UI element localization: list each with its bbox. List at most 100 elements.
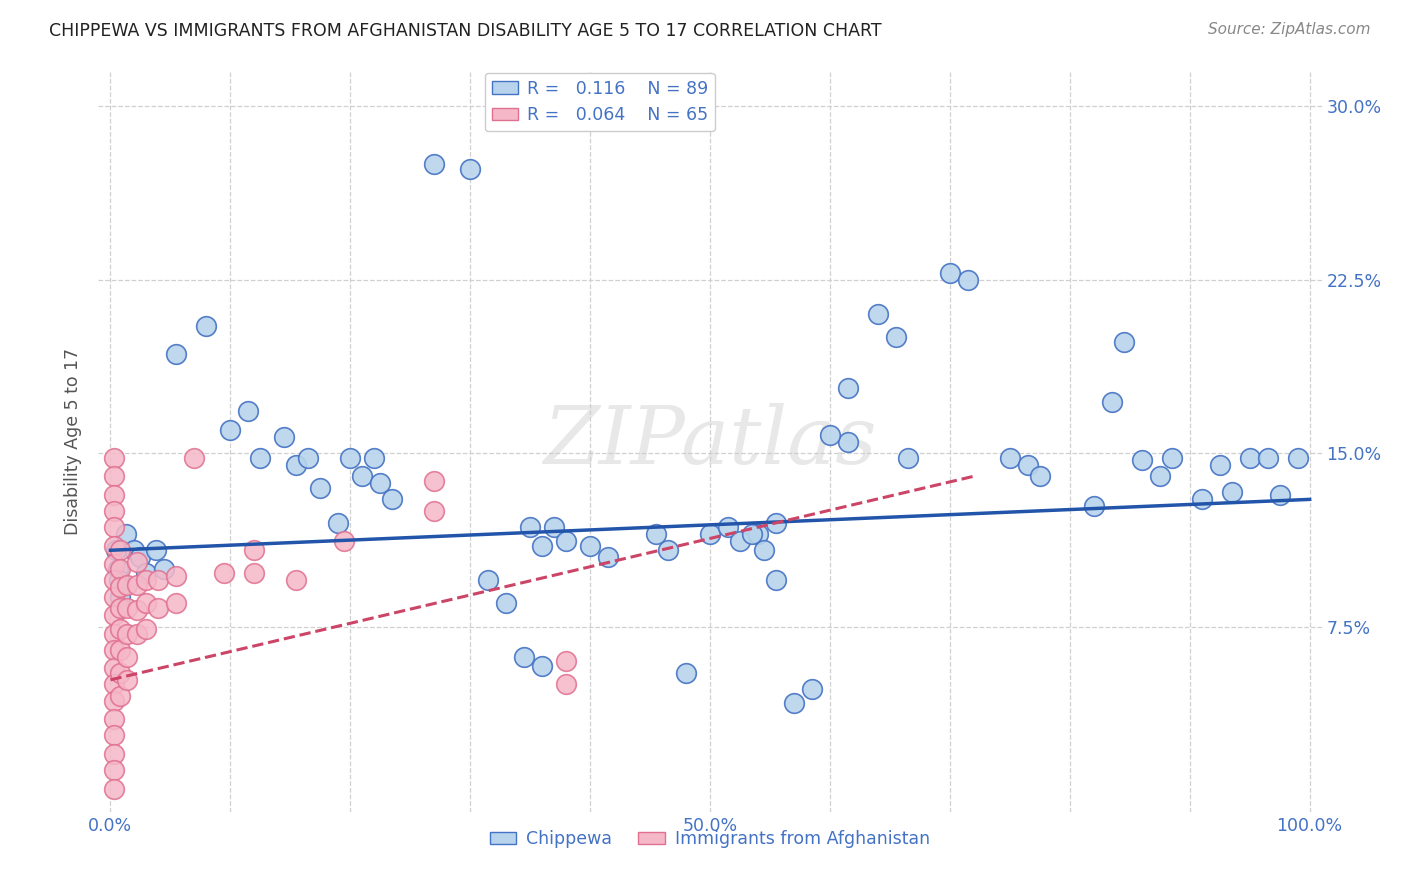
Point: [238, 404, 260, 418]
Point: [103, 747, 125, 761]
Point: [243, 566, 266, 581]
Point: [103, 488, 125, 502]
Point: [103, 642, 125, 657]
Point: [165, 597, 187, 611]
Point: [105, 543, 128, 558]
Point: [145, 543, 167, 558]
Point: [135, 622, 157, 636]
Point: [752, 543, 775, 558]
Legend: Chippewa, Immigrants from Afghanistan: Chippewa, Immigrants from Afghanistan: [484, 823, 936, 855]
Point: [103, 763, 125, 777]
Point: [728, 534, 751, 549]
Point: [1268, 488, 1291, 502]
Point: [165, 346, 187, 360]
Point: [783, 696, 806, 710]
Point: [195, 318, 218, 333]
Point: [339, 450, 361, 465]
Point: [368, 476, 391, 491]
Point: [108, 580, 131, 594]
Point: [103, 677, 125, 691]
Point: [1130, 453, 1153, 467]
Point: [135, 597, 157, 611]
Point: [717, 520, 740, 534]
Point: [124, 543, 146, 558]
Point: [115, 527, 138, 541]
Point: [1029, 469, 1052, 483]
Point: [108, 642, 131, 657]
Point: [866, 307, 889, 321]
Point: [103, 469, 125, 483]
Point: [103, 608, 125, 623]
Point: [423, 504, 446, 518]
Point: [103, 694, 125, 708]
Point: [1112, 334, 1135, 349]
Text: ZIPatlas: ZIPatlas: [543, 403, 877, 480]
Point: [108, 562, 131, 576]
Point: [103, 661, 125, 675]
Point: [1208, 458, 1232, 472]
Point: [103, 574, 125, 588]
Point: [115, 626, 138, 640]
Point: [115, 578, 138, 592]
Point: [1101, 395, 1123, 409]
Point: [699, 527, 721, 541]
Point: [243, 543, 266, 558]
Point: [1286, 450, 1309, 465]
Point: [108, 622, 131, 636]
Text: Source: ZipAtlas.com: Source: ZipAtlas.com: [1208, 22, 1371, 37]
Point: [135, 574, 157, 588]
Point: [103, 712, 125, 726]
Point: [103, 590, 125, 604]
Point: [458, 161, 481, 176]
Point: [956, 272, 979, 286]
Point: [135, 566, 157, 581]
Point: [1017, 458, 1039, 472]
Point: [108, 665, 131, 680]
Point: [495, 597, 517, 611]
Point: [579, 539, 602, 553]
Point: [939, 266, 962, 280]
Point: [645, 527, 668, 541]
Point: [219, 423, 242, 437]
Point: [129, 550, 152, 565]
Point: [1220, 485, 1243, 500]
Point: [675, 665, 697, 680]
Point: [115, 601, 138, 615]
Point: [363, 450, 385, 465]
Point: [531, 539, 554, 553]
Point: [1083, 500, 1105, 514]
Point: [818, 427, 841, 442]
Point: [285, 458, 308, 472]
Point: [297, 450, 319, 465]
Point: [103, 557, 125, 571]
Point: [765, 574, 787, 588]
Point: [765, 516, 787, 530]
Point: [214, 566, 236, 581]
Point: [1149, 469, 1171, 483]
Point: [108, 590, 131, 604]
Point: [543, 520, 565, 534]
Point: [273, 430, 295, 444]
Point: [103, 450, 125, 465]
Point: [657, 543, 679, 558]
Point: [103, 728, 125, 742]
Point: [125, 626, 148, 640]
Point: [285, 574, 308, 588]
Point: [108, 543, 131, 558]
Point: [381, 492, 404, 507]
Point: [741, 527, 763, 541]
Point: [148, 601, 170, 615]
Point: [108, 574, 129, 588]
Point: [596, 550, 619, 565]
Point: [333, 534, 356, 549]
Point: [103, 626, 125, 640]
Point: [249, 450, 271, 465]
Point: [800, 682, 823, 697]
Point: [747, 527, 769, 541]
Point: [837, 381, 859, 395]
Point: [477, 574, 499, 588]
Point: [107, 562, 129, 576]
Point: [309, 481, 332, 495]
Point: [519, 520, 541, 534]
Point: [183, 450, 205, 465]
